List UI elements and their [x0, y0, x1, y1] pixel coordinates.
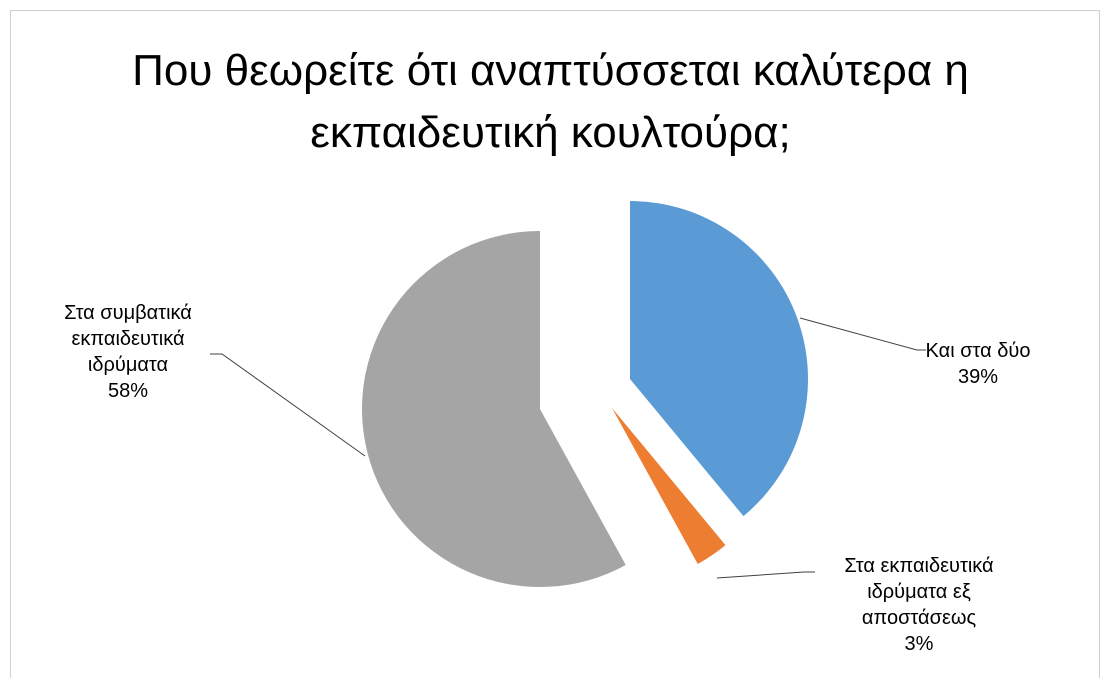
chart-title-line-1: Που θεωρείτε ότι αναπτύσσεται καλύτερα η	[132, 46, 969, 95]
data-label-category-line: ιδρύματα	[88, 354, 168, 376]
data-label-category-line: αποστάσεως	[862, 607, 977, 629]
data-label-1: Και στα δύο 39%	[926, 340, 1031, 388]
chart-title: Που θεωρείτε ότι αναπτύσσεται καλύτερα η…	[0, 40, 1101, 164]
leader-line-2	[716, 571, 815, 579]
pie-slice-2	[612, 408, 726, 564]
data-label-category-line: Στα συμβατικά	[64, 302, 192, 324]
data-label-3: Στα συμβατικά εκπαιδευτικά ιδρύματα 58%	[64, 302, 192, 402]
pie-slice-3	[361, 231, 626, 588]
pie-slices	[361, 200, 809, 588]
data-label-category-line: ιδρύματα εξ	[867, 581, 971, 603]
leader-line-3	[210, 353, 366, 457]
data-label-percent: 3%	[905, 633, 934, 655]
data-label-category-line: εκπαιδευτικά	[71, 328, 184, 350]
leader-line-1	[799, 317, 926, 351]
data-label-percent: 39%	[958, 366, 998, 388]
chart-title-line-2: εκπαιδευτική κουλτούρα;	[310, 108, 791, 157]
data-label-category-line: Στα εκπαιδευτικά	[844, 555, 993, 577]
data-label-percent: 58%	[108, 380, 148, 402]
data-labels: Και στα δύο 39% Στα εκπαιδευτικά ιδρύματα ε…	[64, 302, 1030, 655]
leader-lines	[210, 317, 926, 579]
data-label-2: Στα εκπαιδευτικά ιδρύματα εξ αποστάσεως 3%	[844, 555, 993, 655]
pie-slice-1	[630, 200, 809, 517]
data-label-category-line: Και στα δύο	[926, 340, 1031, 362]
